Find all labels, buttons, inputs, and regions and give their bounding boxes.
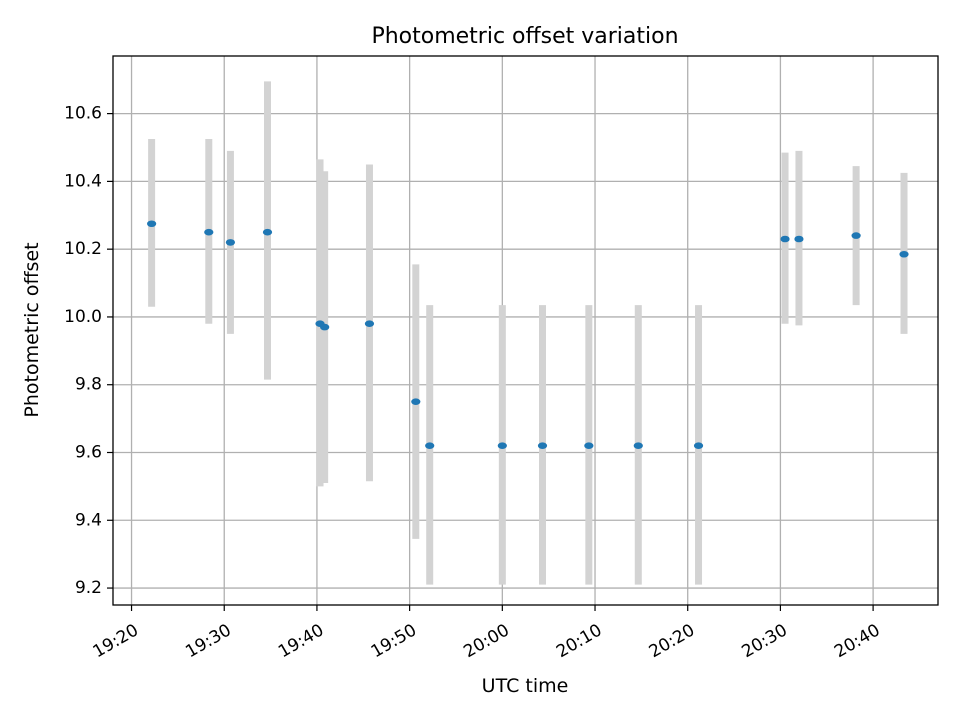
y-axis-ticks: 9.2 9.4 9.6 9.8 10.0 10.2 10.4 10.6 [64,104,113,598]
data-point [633,442,643,450]
data-point [497,442,507,450]
plot-frame [112,55,939,606]
data-point [425,442,435,450]
x-tick-label: 19:50 [368,620,420,662]
x-axis-label: UTC time [482,675,569,697]
y-tick-label: 10.4 [64,171,102,191]
data-point [537,442,548,450]
x-tick-label: 19:20 [90,620,142,662]
data-point [225,239,236,246]
data-point [204,228,214,236]
y-tick-label: 9.6 [75,443,102,463]
grid [113,56,938,605]
y-tick-label: 9.4 [75,510,102,530]
x-tick-label: 20:10 [553,620,605,662]
x-tick-label: 20:20 [646,620,698,662]
data-point [364,320,375,328]
x-axis-ticks: 19:20 19:30 19:40 19:50 20:00 20:10 20:20 20:30… [90,605,884,662]
y-tick-label: 9.8 [75,375,102,395]
data-points [147,220,909,450]
data-point [851,232,861,239]
y-tick-label: 10.2 [64,239,102,259]
data-point [794,235,804,243]
data-point [693,442,704,450]
y-tick-label: 10.0 [64,307,102,327]
x-tick-label: 19:30 [182,620,234,662]
data-point [899,250,909,258]
x-tick-label: 20:30 [738,620,790,662]
data-point [320,323,330,331]
x-tick-label: 19:40 [275,620,327,662]
error-bars [148,81,908,585]
chart-title: Photometric offset variation [371,24,678,49]
x-tick-label: 20:40 [831,620,883,662]
y-tick-label: 10.6 [64,104,102,124]
data-point [780,235,790,243]
data-point [411,398,421,405]
y-axis-label: Photometric offset [21,242,43,417]
x-tick-label: 20:00 [460,620,512,662]
data-point [584,442,594,450]
data-point [147,220,157,228]
y-tick-label: 9.2 [75,578,102,598]
data-point [262,228,273,236]
